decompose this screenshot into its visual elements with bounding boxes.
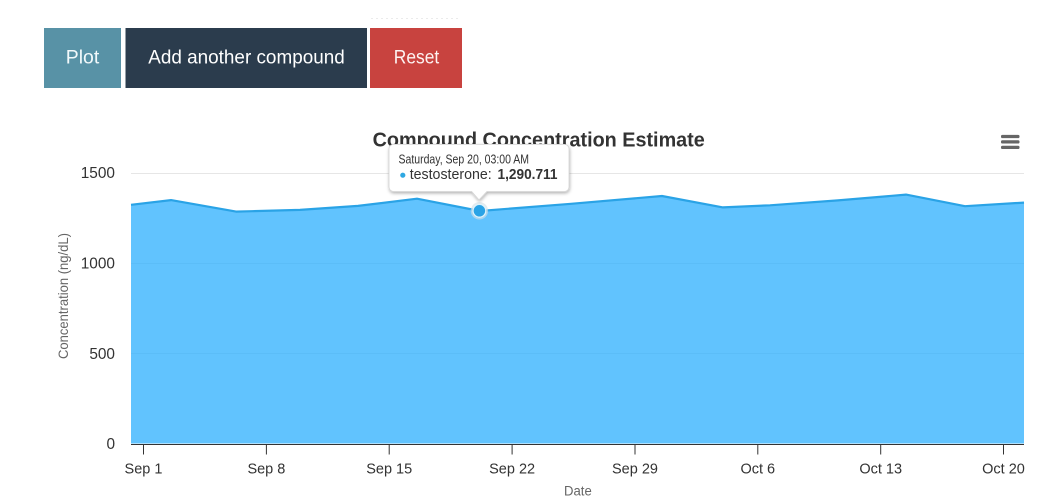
svg-text:testosterone:: testosterone: (410, 166, 492, 183)
svg-text:Sep 22: Sep 22 (489, 462, 535, 478)
svg-text:Sep 8: Sep 8 (247, 462, 285, 478)
svg-text:Sep 29: Sep 29 (612, 462, 658, 478)
svg-text:Sep 1: Sep 1 (125, 462, 163, 478)
svg-text:Sep 15: Sep 15 (366, 462, 412, 478)
svg-text:0: 0 (106, 436, 115, 453)
svg-text:Plot: Plot (66, 47, 100, 69)
svg-text:Reset: Reset (394, 47, 440, 69)
svg-text:500: 500 (89, 346, 115, 363)
svg-text:Concentration (ng/dL): Concentration (ng/dL) (55, 233, 71, 359)
svg-text:1000: 1000 (81, 256, 115, 273)
svg-text:Saturday, Sep 20, 03:00 AM: Saturday, Sep 20, 03:00 AM (399, 153, 530, 167)
svg-text:Add another compound: Add another compound (148, 47, 345, 69)
svg-text:Oct 6: Oct 6 (740, 462, 775, 478)
svg-text:Oct 20: Oct 20 (982, 462, 1025, 478)
svg-text:1500: 1500 (81, 165, 115, 182)
svg-text:Date: Date (564, 484, 592, 500)
svg-text:Oct 13: Oct 13 (859, 462, 902, 478)
svg-text:1,290.711: 1,290.711 (498, 166, 558, 183)
